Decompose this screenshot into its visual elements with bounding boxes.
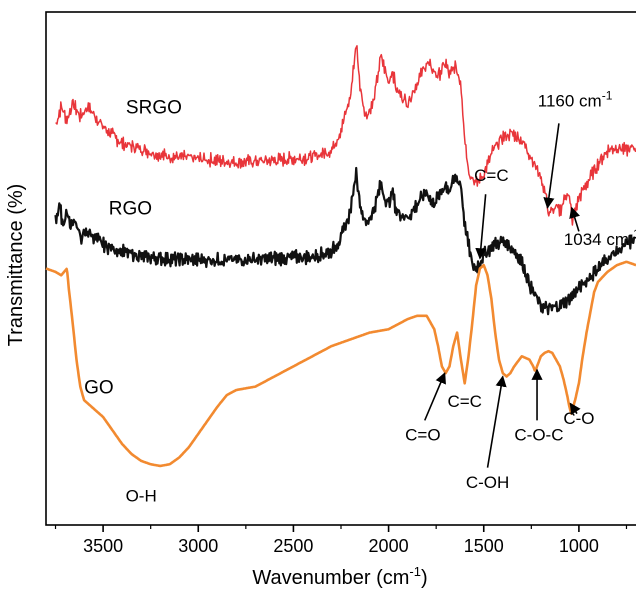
annotation-label-c-o: C=O — [405, 426, 440, 445]
series-label-rgo: RGO — [109, 199, 152, 220]
annotation-label-c-c: C=C — [474, 166, 508, 185]
x-tick-label: 2500 — [273, 536, 313, 556]
annotation-layer: O-H C=O C=C C-OH C-O-CC-O C=C 1160 cm-1 1034 cm… — [126, 89, 636, 506]
series-label-srgo: SRGO — [126, 97, 182, 118]
x-axis-title: Wavenumber (cm-1) — [252, 564, 427, 589]
series-layer: SRGO RGO GO — [45, 45, 636, 468]
annotation-label-c-o-c: C-O-C — [514, 426, 563, 445]
y-axis-title: Transmittance (%) — [5, 184, 27, 347]
annotation-arrow-c-o — [424, 372, 446, 421]
annotation-arrow-1160-cm — [543, 123, 560, 209]
annotation-label-o-h: O-H — [126, 486, 157, 505]
x-tick-label: 1500 — [464, 536, 504, 556]
x-tick-label: 2000 — [369, 536, 409, 556]
x-tick-label: 1000 — [559, 536, 599, 556]
plot-frame-layer — [45, 11, 636, 526]
x-tick-label: 3000 — [178, 536, 218, 556]
annotation-arrow-c-oh — [486, 375, 507, 468]
x-tick-label: 3500 — [83, 536, 123, 556]
annotation-label-c-oh: C-OH — [466, 473, 509, 492]
series-label-go: GO — [84, 377, 114, 398]
x-axis-title-tail: ) — [421, 567, 428, 589]
axis-layer: 3500 3000 2500 2000 1500 1000 — [54, 525, 628, 556]
series-line-srgo — [55, 45, 636, 226]
annotation-arrow-c-c — [475, 194, 487, 260]
annotation-label-c-o: C-O — [563, 409, 594, 428]
series-line-go — [45, 260, 636, 468]
annotation-arrow-c-o — [569, 402, 581, 415]
annotation-arrow-1034-cm — [569, 206, 580, 232]
series-line-rgo — [54, 166, 636, 316]
x-axis-title-superscript: -1 — [409, 564, 421, 579]
annotation-label-1160-cm: 1160 cm-1 — [538, 89, 613, 111]
annotation-label-c-c: C=C — [447, 392, 481, 411]
plot-frame — [45, 11, 636, 526]
annotation-label-1034-cm: 1034 cm-1 — [564, 227, 636, 249]
